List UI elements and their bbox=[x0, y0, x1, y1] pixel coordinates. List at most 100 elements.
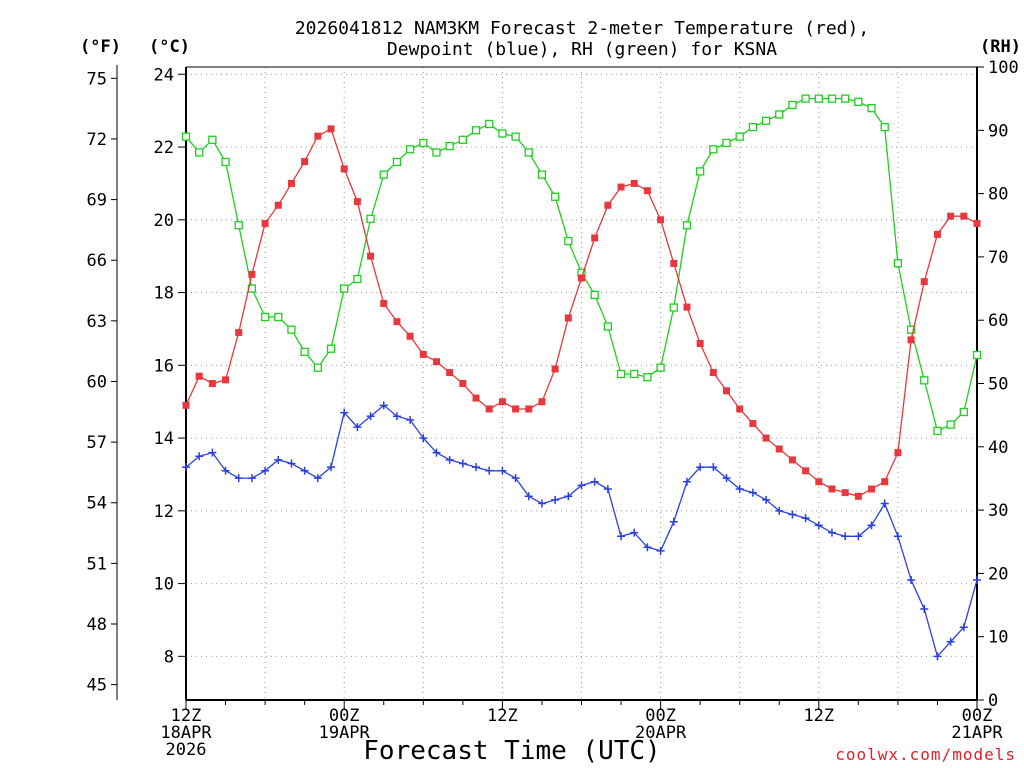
time-tick-label: 18APR bbox=[160, 723, 212, 743]
rh-point bbox=[920, 376, 929, 385]
rh-point bbox=[564, 236, 573, 246]
rh-point bbox=[340, 284, 349, 293]
dewpoint-point bbox=[827, 528, 836, 537]
rh-point bbox=[419, 138, 428, 148]
temperature-point bbox=[775, 445, 783, 453]
temperature-point bbox=[327, 125, 335, 133]
rh-tick-label: 30 bbox=[988, 501, 1008, 521]
temperature-point bbox=[538, 398, 546, 406]
temperature-point bbox=[591, 234, 599, 242]
dewpoint-point bbox=[472, 463, 481, 472]
rh-point bbox=[893, 259, 903, 268]
dewpoint-point bbox=[907, 575, 916, 584]
dewpoint-point bbox=[485, 466, 494, 475]
rh-point bbox=[498, 129, 507, 138]
rh-point bbox=[946, 420, 955, 429]
axes: 8 10 12 14 16 18 20 22 24 45 48 51 54 57 60 63 66 69 72 75 0… bbox=[87, 58, 1019, 760]
rh-point bbox=[972, 350, 982, 360]
rh-point bbox=[906, 325, 916, 334]
fahrenheit-tick-label: 54 bbox=[87, 494, 107, 514]
rh-point bbox=[590, 290, 599, 300]
rh-point bbox=[445, 141, 454, 151]
temperature-point bbox=[235, 329, 243, 337]
temperature-point bbox=[749, 420, 757, 428]
temperature-point bbox=[670, 259, 678, 267]
rh-point bbox=[392, 157, 402, 167]
dewpoint-point bbox=[920, 605, 929, 614]
fahrenheit-tick-label: 57 bbox=[87, 433, 107, 453]
rh-point bbox=[221, 157, 230, 167]
temperature-point bbox=[920, 278, 928, 286]
dewpoint-point bbox=[392, 412, 401, 421]
celsius-tick-label: 16 bbox=[154, 356, 174, 376]
dewpoint-point bbox=[551, 495, 560, 504]
temperature-point bbox=[578, 274, 585, 282]
fahrenheit-tick-label: 75 bbox=[87, 69, 107, 89]
rh-point bbox=[748, 122, 758, 132]
dewpoint-point bbox=[406, 415, 415, 424]
temperature-point bbox=[182, 401, 190, 409]
temperature-point bbox=[459, 380, 467, 387]
dewpoint-point bbox=[287, 459, 296, 468]
rh-point bbox=[485, 119, 494, 129]
rh-point bbox=[735, 132, 744, 141]
rh-point bbox=[669, 303, 678, 312]
rh-point bbox=[511, 132, 520, 141]
fahrenheit-tick-label: 69 bbox=[87, 191, 107, 211]
temperature-point bbox=[353, 198, 361, 206]
dewpoint-point bbox=[722, 474, 731, 483]
temperature-point bbox=[736, 405, 744, 413]
temperature-point bbox=[643, 187, 651, 195]
rh-point bbox=[827, 94, 837, 103]
rh-point bbox=[630, 369, 639, 379]
fahrenheit-tick-label: 60 bbox=[87, 372, 107, 392]
dewpoint-point bbox=[445, 455, 454, 464]
dewpoint-point bbox=[775, 506, 784, 515]
rh-point bbox=[722, 138, 731, 148]
rh-point bbox=[867, 103, 876, 113]
rh-point bbox=[643, 373, 652, 382]
temperature-point bbox=[960, 212, 968, 220]
dewpoint-point bbox=[261, 466, 270, 475]
dewpoint-point bbox=[274, 455, 283, 464]
dewpoint-point bbox=[841, 532, 850, 541]
credit-text: coolwx.com/models bbox=[835, 745, 1016, 764]
rh-point bbox=[959, 407, 968, 417]
temperature-point bbox=[367, 252, 375, 260]
celsius-tick-label: 12 bbox=[154, 502, 174, 522]
dewpoint-point bbox=[656, 546, 665, 555]
temperature-point bbox=[485, 405, 493, 413]
dewpoint-point bbox=[221, 466, 230, 475]
data-series bbox=[181, 94, 982, 661]
dewpoint-point bbox=[208, 448, 217, 457]
rh-point bbox=[234, 221, 243, 230]
temperature-point bbox=[894, 449, 902, 457]
celsius-tick-label: 18 bbox=[154, 284, 174, 304]
temperature-point bbox=[432, 358, 440, 366]
time-tick-label: 12Z bbox=[171, 706, 202, 726]
dewpoint-point bbox=[630, 528, 639, 537]
dewpoint-point bbox=[893, 532, 902, 541]
temperature-point bbox=[472, 394, 480, 402]
fahrenheit-tick-label: 45 bbox=[87, 676, 107, 696]
rh-point bbox=[208, 135, 217, 144]
dewpoint-point bbox=[603, 485, 612, 493]
rh-tick-label: 20 bbox=[988, 564, 1008, 584]
dewpoint-point bbox=[182, 463, 190, 472]
temperature-point bbox=[261, 219, 269, 227]
temperature-point bbox=[564, 314, 572, 322]
x-axis-label: Forecast Time (UTC) bbox=[363, 736, 660, 766]
dewpoint-point bbox=[643, 543, 652, 552]
rh-point bbox=[656, 363, 665, 372]
dewpoint-point bbox=[340, 408, 349, 417]
dewpoint-point bbox=[762, 495, 771, 504]
dewpoint-point bbox=[300, 466, 309, 475]
rh-point bbox=[814, 94, 823, 103]
temperature-point bbox=[630, 179, 638, 187]
dewpoint-point bbox=[379, 401, 388, 410]
time-tick-label: 20APR bbox=[635, 723, 687, 743]
temperature-point bbox=[907, 336, 915, 344]
rh-point bbox=[761, 116, 771, 125]
time-tick-label: 12Z bbox=[487, 706, 518, 726]
